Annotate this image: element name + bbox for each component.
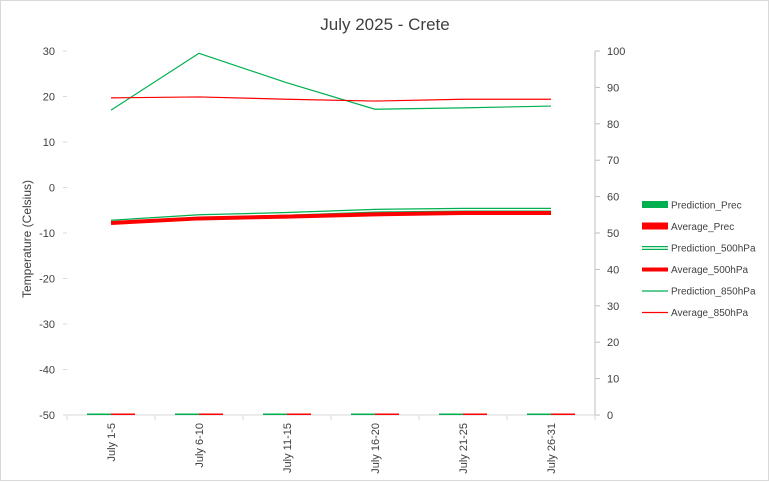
y-right-tick-label: 20	[607, 337, 619, 349]
chart-title: July 2025 - Crete	[320, 15, 449, 34]
y-left-tick-label: 10	[43, 137, 55, 149]
y-left-tick-label: -20	[39, 274, 55, 286]
bar-average-prec	[463, 413, 487, 415]
legend-item: Prediction_500hPa	[642, 244, 756, 255]
y-right-tick-label: 90	[607, 82, 619, 94]
y-right-tick-label: 60	[607, 192, 619, 204]
legend-item: Prediction_850hPa	[642, 287, 756, 298]
y-right-tick-label: 40	[607, 264, 619, 276]
legend-label: Prediction_500hPa	[671, 244, 756, 255]
bar-average-prec	[111, 413, 135, 415]
precipitation-bars	[87, 413, 575, 415]
bar-average-prec	[287, 413, 311, 415]
line-prediction-500hpa-inner	[110, 209, 551, 223]
legend-item: Average_850hPa	[642, 308, 749, 319]
x-tick-label: July 6-10	[194, 423, 206, 468]
legend-label: Average_850hPa	[671, 308, 749, 319]
legend-label: Prediction_Prec	[671, 201, 742, 212]
bar-average-prec	[551, 413, 575, 415]
y-right-tick-label: 0	[607, 410, 613, 422]
bar-prediction-prec	[351, 413, 375, 415]
x-tick-label: July 16-20	[370, 423, 382, 474]
y-left-tick-label: 0	[49, 183, 55, 195]
legend-swatch	[642, 201, 668, 208]
legend-label: Average_500hPa	[671, 265, 749, 276]
y-left-tick-label: 20	[43, 92, 55, 104]
series-lines	[110, 52, 552, 225]
bar-prediction-prec	[175, 413, 199, 415]
line-average-500hpa	[110, 210, 551, 225]
bar-prediction-prec	[439, 413, 463, 415]
bar-prediction-prec	[87, 413, 111, 415]
y-left-tick-label: 30	[43, 46, 55, 58]
line-prediction-850hpa	[110, 52, 552, 111]
legend-item: Prediction_Prec	[642, 201, 742, 212]
y-left-tick-label: -40	[39, 365, 55, 377]
axes: 3020100-10-20-30-40-50100908070605040302…	[39, 46, 625, 474]
y-left-tick-label: -10	[39, 228, 55, 240]
line-average-850hpa	[110, 96, 551, 102]
y-right-tick-label: 30	[607, 301, 619, 313]
bar-prediction-prec	[527, 413, 551, 415]
legend-swatch	[642, 222, 668, 230]
y-axis-label: Temperature (Celsius)	[20, 180, 34, 298]
y-right-tick-label: 50	[607, 228, 619, 240]
legend-item: Average_500hPa	[642, 265, 749, 276]
legend: Prediction_Prec Average_Prec Prediction_50…	[642, 201, 756, 319]
x-tick-label: July 21-25	[458, 423, 470, 474]
bar-prediction-prec	[263, 413, 287, 415]
y-right-tick-label: 100	[607, 46, 625, 58]
x-tick-label: July 1-5	[106, 423, 118, 462]
legend-label: Average_Prec	[671, 222, 734, 233]
bar-average-prec	[375, 413, 399, 415]
y-right-tick-label: 10	[607, 374, 619, 386]
legend-label: Prediction_850hPa	[671, 287, 756, 298]
y-right-tick-label: 70	[607, 155, 619, 167]
legend-item: Average_Prec	[642, 222, 734, 233]
y-right-tick-label: 80	[607, 119, 619, 131]
y-left-tick-label: -30	[39, 319, 55, 331]
x-tick-label: July 11-15	[282, 423, 294, 473]
y-left-tick-label: -50	[39, 410, 55, 422]
bar-average-prec	[199, 413, 223, 415]
x-tick-label: July 26-31	[546, 423, 558, 474]
